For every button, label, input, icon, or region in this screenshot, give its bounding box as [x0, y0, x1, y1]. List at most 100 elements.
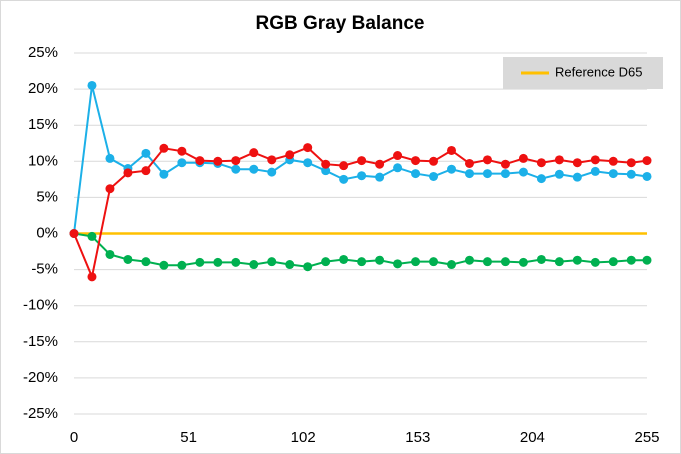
legend: Reference D65 [503, 57, 663, 89]
point [518, 167, 528, 177]
point [642, 171, 652, 181]
series [69, 229, 652, 272]
point [393, 151, 403, 161]
point [105, 153, 115, 163]
point [411, 257, 421, 267]
point [608, 257, 618, 267]
point [447, 145, 457, 155]
point [303, 158, 313, 168]
point [554, 155, 564, 165]
y-tick-label: 10% [28, 152, 58, 169]
point [626, 169, 636, 179]
point [500, 159, 510, 169]
point [177, 146, 187, 156]
y-tick-label: 25% [28, 44, 58, 61]
point [447, 260, 457, 270]
point [500, 169, 510, 179]
series [69, 143, 652, 282]
point [159, 143, 169, 153]
x-tick-label: 204 [520, 429, 545, 446]
y-tick-label: 15% [28, 116, 58, 133]
y-tick-label: -25% [23, 405, 58, 422]
point [482, 155, 492, 165]
point [590, 166, 600, 176]
point [554, 257, 564, 267]
point [500, 257, 510, 267]
point [213, 257, 223, 267]
point [554, 169, 564, 179]
x-tick-label: 102 [291, 429, 316, 446]
point [464, 169, 474, 179]
y-tick-label: 5% [36, 188, 58, 205]
point [429, 171, 439, 181]
point [608, 169, 618, 179]
point [642, 156, 652, 166]
point [572, 172, 582, 182]
chart-title: RGB Gray Balance [256, 13, 425, 34]
point [536, 174, 546, 184]
point [572, 158, 582, 168]
y-tick-label: -20% [23, 369, 58, 386]
point [231, 257, 241, 267]
y-tick-label: -15% [23, 333, 58, 350]
point [105, 249, 115, 259]
x-tick-label: 51 [180, 429, 197, 446]
point [303, 143, 313, 153]
point [321, 166, 331, 176]
point [590, 257, 600, 267]
point [141, 166, 151, 176]
point [267, 155, 277, 165]
point [626, 255, 636, 265]
point [123, 254, 133, 264]
point [375, 255, 385, 265]
point [231, 164, 241, 174]
point [213, 156, 223, 166]
point [429, 257, 439, 267]
point [267, 257, 277, 267]
point [464, 158, 474, 168]
point [357, 156, 367, 166]
point [536, 158, 546, 168]
point [536, 254, 546, 264]
point [177, 260, 187, 270]
y-tick-label: 0% [36, 224, 58, 241]
y-tick-label: 20% [28, 80, 58, 97]
point [339, 254, 349, 264]
point [285, 260, 295, 270]
point [105, 184, 115, 194]
point [375, 159, 385, 169]
point [249, 260, 259, 270]
point [626, 158, 636, 168]
point [195, 156, 205, 166]
point [357, 257, 367, 267]
point [642, 255, 652, 265]
point [321, 257, 331, 267]
point [141, 148, 151, 158]
point [177, 158, 187, 168]
point [231, 156, 241, 166]
point [249, 148, 259, 158]
point [123, 168, 133, 178]
point [87, 231, 97, 241]
point [518, 257, 528, 267]
point [69, 229, 79, 238]
x-tick-label: 153 [405, 429, 430, 446]
point [249, 164, 259, 174]
point [195, 257, 205, 267]
point [393, 163, 403, 173]
y-tick-label: -5% [31, 261, 58, 278]
point [447, 164, 457, 174]
point [159, 260, 169, 270]
point [321, 159, 331, 169]
x-tick-label: 255 [634, 429, 659, 446]
point [393, 259, 403, 269]
point [339, 174, 349, 184]
point [159, 169, 169, 179]
y-tick-label: -10% [23, 297, 58, 314]
point [339, 161, 349, 171]
point [608, 156, 618, 166]
legend-label: Reference D65 [555, 64, 642, 79]
point [87, 272, 97, 282]
point [482, 257, 492, 267]
